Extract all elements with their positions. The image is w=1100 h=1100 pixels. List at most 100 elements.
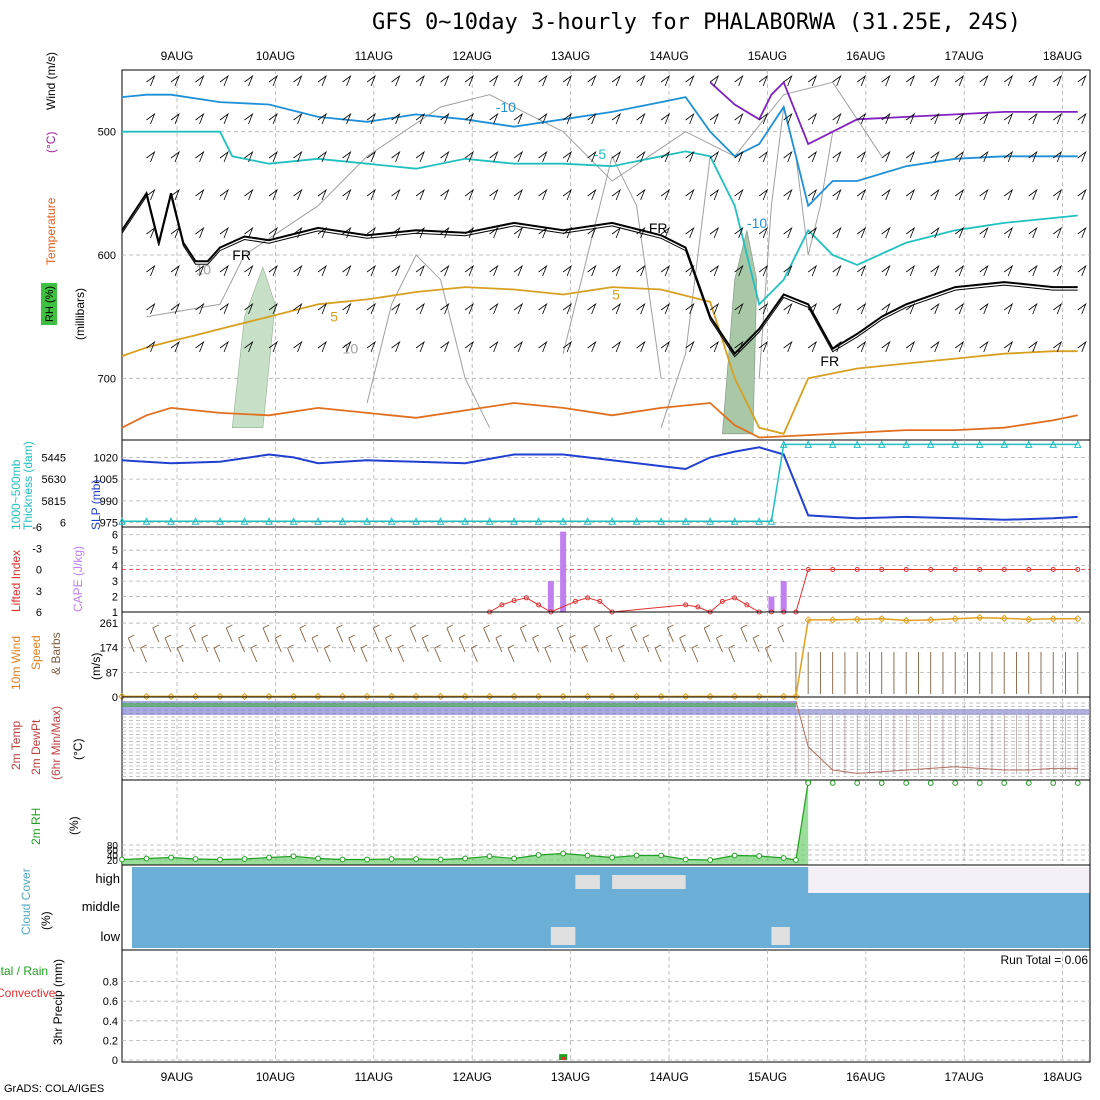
upper-wind-barb [1003, 264, 1014, 277]
upper-wind-barb [440, 340, 450, 353]
wind-speed-point [1074, 615, 1082, 623]
precip-tick-label: 0 [112, 1055, 118, 1067]
wind-barb [372, 624, 380, 643]
precip-total-axis-label: Total / Rain [0, 964, 48, 978]
contour-label: FR [820, 353, 839, 369]
cloud-high-patch [648, 875, 686, 889]
upper-wind-barb [1053, 302, 1063, 315]
freezing-contour-double [121, 195, 1078, 358]
wind-speed-point [534, 692, 543, 701]
upper-wind-barb [317, 150, 327, 163]
cloud-unit-label: (%) [39, 911, 53, 930]
upper-wind-barb [146, 226, 156, 239]
upper-wind-barb [464, 264, 474, 277]
thickness-point [755, 517, 763, 525]
contour-label: FR [232, 247, 251, 263]
thickness-point [265, 517, 273, 525]
upper-wind-barb [587, 188, 597, 201]
lifted-index-point [1001, 567, 1007, 572]
upper-wind-barb [685, 302, 695, 315]
upper-wind-barb [464, 112, 474, 125]
upper-wind-barb [930, 188, 940, 201]
upper-wind-barb [685, 112, 695, 125]
precip-tick-label: 0.2 [103, 1035, 118, 1047]
wind-barb [434, 644, 441, 663]
upper-wind-barb [758, 112, 769, 125]
upper-wind-barb [832, 188, 842, 201]
upper-wind-barb [293, 340, 303, 353]
upper-wind-barb [464, 188, 474, 201]
upper-wind-barb [758, 264, 769, 277]
lifted-index-point [695, 604, 701, 610]
rh-point [780, 855, 787, 861]
upper-wind-barb [464, 340, 474, 353]
upper-wind-barb [660, 302, 671, 315]
pressure-tick-label: 700 [98, 373, 116, 385]
upper-wind-barb [513, 150, 524, 163]
rh-point [535, 852, 542, 858]
temperature-contour--15C [709, 80, 1078, 146]
thickness-point [412, 517, 420, 525]
upper-wind-barb [219, 150, 229, 163]
li-tick-label: -6 [32, 522, 42, 534]
upper-wind-barb [881, 226, 891, 239]
rh-axis-label: RH (%) [44, 286, 56, 322]
upper-wind-barb [562, 74, 573, 87]
upper-wind-barb [930, 74, 940, 87]
wind-barb [740, 624, 748, 643]
upper-wind-barb [611, 340, 622, 353]
upper-wind-barb [954, 112, 965, 125]
wind-axis-label-1: 10m Wind [9, 636, 23, 690]
wind-panel-frame [121, 611, 1091, 698]
slp-axis-label: SLP (mb) [89, 480, 103, 530]
wind-barb [495, 634, 503, 653]
upper-wind-barb [146, 264, 156, 277]
wind-speed-point [240, 692, 249, 701]
rh-point [168, 854, 174, 861]
upper-wind-barb [440, 188, 450, 201]
thickness-point [1000, 440, 1009, 448]
upper-wind-barb [856, 74, 867, 87]
upper-wind-barb [342, 188, 352, 201]
slp-tick-label: 1005 [94, 474, 118, 486]
thickness-point [779, 440, 788, 448]
upper-wind-barb [244, 112, 254, 125]
thickness-point [461, 517, 469, 525]
upper-wind-barb [758, 340, 769, 353]
rh-tick-label: 20 [107, 856, 119, 867]
upper-wind-barb [685, 74, 695, 87]
upper-wind-barb [1028, 150, 1038, 163]
upper-wind-barb [685, 264, 695, 277]
upper-wind-barb [611, 74, 622, 87]
thickness-point [118, 517, 126, 525]
upper-wind-barb [317, 188, 327, 201]
upper-wind-barb [1077, 74, 1087, 87]
upper-wind-barb [979, 264, 989, 277]
upper-wind-barb [489, 302, 499, 315]
wind-barb [201, 634, 209, 653]
thickness-line [122, 443, 1078, 522]
wind-barb [642, 634, 650, 653]
upper-wind-barb [366, 74, 376, 87]
upper-wind-barb [513, 302, 524, 315]
upper-wind-barb [244, 340, 254, 353]
upper-wind-barb [954, 188, 965, 201]
wind-barb [213, 644, 221, 663]
cloud-level-label: low [100, 929, 120, 944]
cape-bar [547, 581, 554, 612]
upper-wind-barb [783, 302, 793, 315]
upper-wind-barb [734, 302, 744, 315]
wind-barb [630, 624, 638, 643]
upper-wind-barb [905, 188, 916, 201]
upper-wind-barb [268, 264, 278, 277]
wind-speed-point [951, 615, 959, 623]
wind-barb [189, 624, 196, 643]
wind-barb [691, 644, 699, 663]
upper-wind-barb [905, 264, 916, 277]
rh-point [241, 856, 248, 862]
upper-wind-barb [587, 74, 597, 87]
lifted-index-point [830, 567, 836, 572]
upper-wind-barb [268, 226, 278, 239]
upper-wind-barb [317, 302, 327, 315]
upper-wind-barb [415, 188, 425, 201]
